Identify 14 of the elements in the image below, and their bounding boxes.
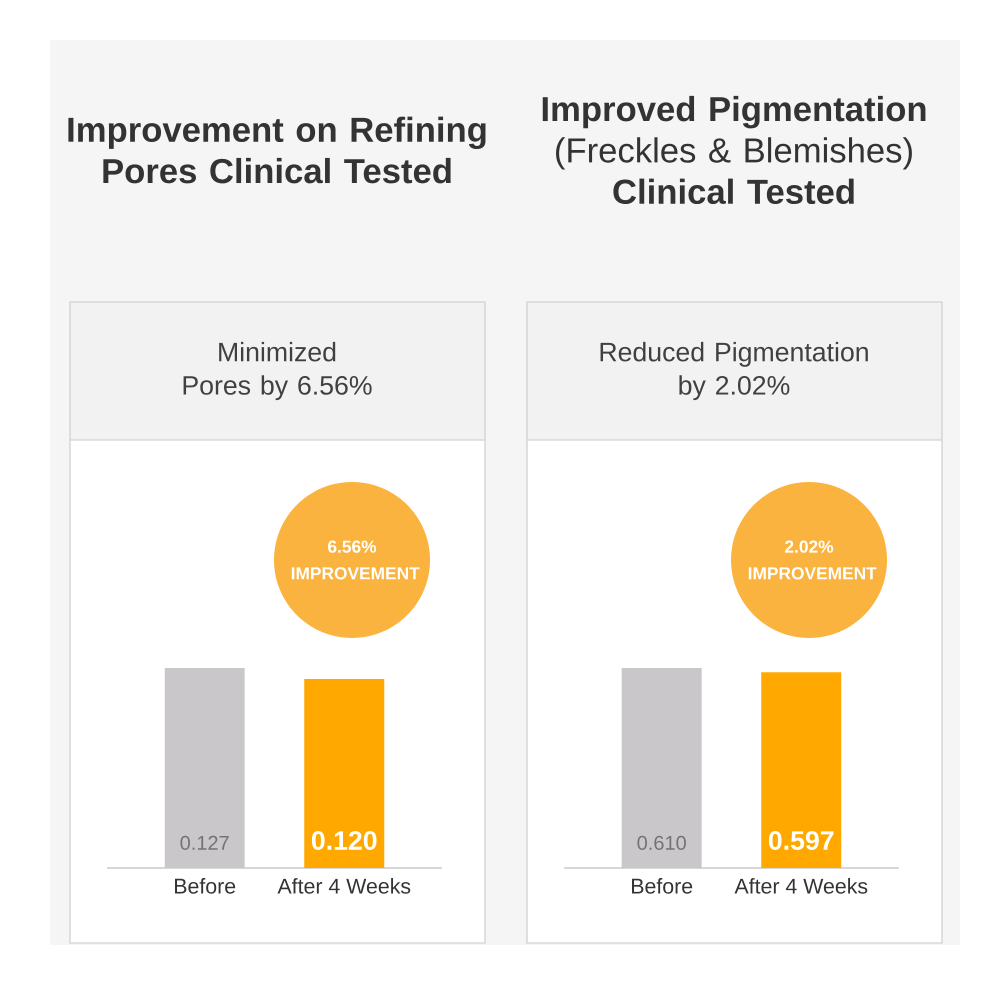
chart-subtitle: Reduced Pigmentation by 2.02% bbox=[600, 342, 868, 400]
chart-title: Improvement on Refining Pores Clinical Tested bbox=[68, 116, 486, 184]
data-label: 0.127 bbox=[180, 836, 229, 850]
x-tick-label: Before bbox=[175, 878, 236, 894]
x-tick-label: Before bbox=[632, 878, 692, 894]
text: 6.56% IMPROVEMENT bbox=[292, 540, 420, 580]
x-tick-label: After 4 Weeks bbox=[734, 878, 868, 894]
chart-title: Improved Pigmentation (Freckles & Blemishes) Clinical Tested bbox=[542, 96, 926, 204]
x-tick-label: After 4 Weeks bbox=[277, 878, 410, 894]
data-label: 0.597 bbox=[768, 831, 834, 850]
chart-subtitle: Minimized Pores by 6.56% bbox=[184, 342, 372, 400]
text: 2.02% IMPROVEMENT bbox=[748, 540, 877, 580]
data-label: 0.610 bbox=[637, 836, 686, 850]
data-label: 0.120 bbox=[312, 831, 377, 850]
